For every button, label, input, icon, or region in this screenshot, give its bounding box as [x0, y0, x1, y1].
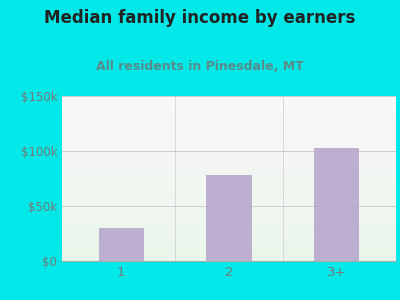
Bar	[206, 175, 252, 261]
Text: All residents in Pinesdale, MT: All residents in Pinesdale, MT	[96, 60, 304, 73]
Bar	[99, 228, 144, 261]
Text: Median family income by earners: Median family income by earners	[44, 9, 356, 27]
Bar	[314, 148, 359, 261]
